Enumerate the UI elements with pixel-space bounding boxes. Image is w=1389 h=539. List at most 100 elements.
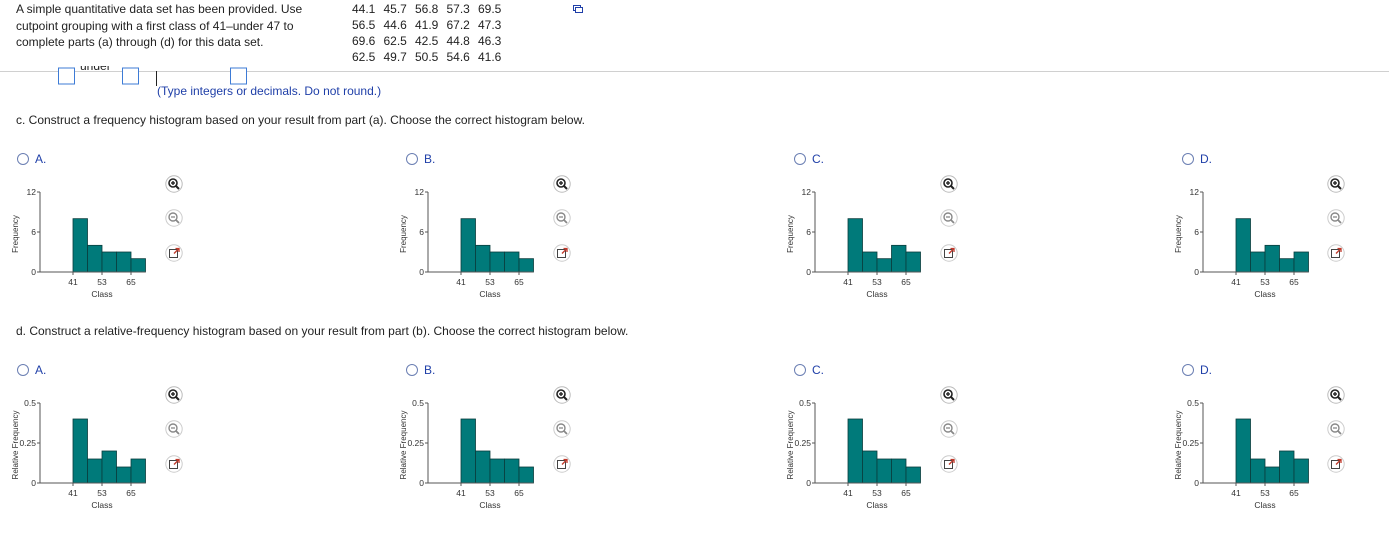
zoom-out-icon[interactable] [940, 209, 958, 227]
x-tick-label: 65 [514, 277, 524, 287]
x-tick-label: 65 [901, 277, 911, 287]
radio-button[interactable] [406, 364, 418, 376]
data-cell: 41.6 [478, 50, 502, 64]
histogram-bar [460, 218, 476, 273]
option-label: A. [35, 363, 47, 377]
histogram-bar [1293, 251, 1309, 273]
open-new-window-icon[interactable] [553, 455, 571, 473]
data-cell: 41.9 [415, 18, 439, 32]
histogram-bar [1250, 458, 1266, 484]
zoom-out-icon[interactable] [165, 209, 183, 227]
zoom-in-icon[interactable] [1327, 175, 1345, 193]
option-c-B[interactable]: B. [406, 152, 435, 166]
option-d-C[interactable]: C. [794, 363, 824, 377]
open-new-window-icon[interactable] [165, 455, 183, 473]
answer-boxes [58, 67, 247, 86]
data-cell: 46.3 [478, 34, 502, 48]
problem-line: cutpoint grouping with a first class of … [16, 18, 294, 33]
y-tick-label: 0.25 [19, 438, 36, 448]
histogram-bar [891, 458, 907, 484]
radio-button[interactable] [1182, 364, 1194, 376]
zoom-out-icon[interactable] [553, 209, 571, 227]
y-tick-label: 0 [31, 478, 36, 488]
y-tick-label: 0 [1194, 267, 1199, 277]
zoom-out-icon[interactable] [165, 420, 183, 438]
histogram-bar [116, 251, 132, 273]
radio-button[interactable] [794, 153, 806, 165]
y-tick-label: 12 [802, 187, 812, 197]
option-d-A[interactable]: A. [17, 363, 46, 377]
partial-answer-row: under [58, 66, 258, 86]
zoom-out-icon[interactable] [940, 420, 958, 438]
option-label: B. [424, 152, 436, 166]
x-tick-label: 41 [843, 277, 853, 287]
open-new-window-icon[interactable] [165, 244, 183, 262]
zoom-in-icon[interactable] [165, 175, 183, 193]
histogram-bar [72, 418, 88, 484]
zoom-in-icon[interactable] [165, 386, 183, 404]
zoom-in-icon[interactable] [1327, 386, 1345, 404]
x-tick-label: 53 [872, 277, 882, 287]
part-c-question: c. Construct a frequency histogram based… [16, 113, 585, 127]
answer-box[interactable] [230, 67, 247, 85]
x-axis-label: Class [866, 289, 887, 299]
x-axis-label: Class [866, 500, 887, 510]
data-cell: 44.6 [383, 18, 407, 32]
copy-icon[interactable] [573, 5, 583, 13]
y-tick-label: 0 [1194, 478, 1199, 488]
radio-button[interactable] [794, 364, 806, 376]
data-cell: 69.5 [478, 2, 502, 16]
open-new-window-icon[interactable] [1327, 455, 1345, 473]
y-axis-label: Frequency [11, 215, 20, 253]
radio-button[interactable] [17, 364, 29, 376]
radio-button[interactable] [1182, 153, 1194, 165]
histogram-bar [87, 244, 103, 273]
x-tick-label: 41 [456, 488, 466, 498]
histogram-bar [130, 458, 146, 484]
option-c-D[interactable]: D. [1182, 152, 1212, 166]
x-axis-label: Class [1254, 289, 1275, 299]
data-cell: 67.2 [446, 18, 470, 32]
x-tick-label: 41 [843, 488, 853, 498]
option-c-A[interactable]: A. [17, 152, 46, 166]
open-new-window-icon[interactable] [553, 244, 571, 262]
radio-button[interactable] [17, 153, 29, 165]
zoom-out-icon[interactable] [1327, 420, 1345, 438]
zoom-out-icon[interactable] [1327, 209, 1345, 227]
y-axis-label: Frequency [399, 215, 408, 253]
data-table: 44.1 45.7 56.8 57.3 69.5 56.5 44.6 41.9 … [352, 1, 510, 65]
histogram-bar [130, 258, 146, 273]
divider [0, 71, 1389, 72]
histogram-bar [475, 244, 491, 273]
y-axis-label: Frequency [786, 215, 795, 253]
radio-button[interactable] [406, 153, 418, 165]
open-new-window-icon[interactable] [940, 455, 958, 473]
y-tick-label: 0.5 [412, 398, 424, 408]
y-axis-label: Relative Frequency [11, 411, 20, 480]
under-label: under [80, 66, 111, 73]
option-c-C[interactable]: C. [794, 152, 824, 166]
histogram-bar [847, 218, 863, 273]
y-tick-label: 6 [1194, 227, 1199, 237]
answer-box[interactable] [58, 67, 75, 85]
problem-statement: A simple quantitative data set has been … [16, 1, 336, 51]
option-d-B[interactable]: B. [406, 363, 435, 377]
zoom-in-icon[interactable] [940, 175, 958, 193]
y-tick-label: 0 [806, 478, 811, 488]
open-new-window-icon[interactable] [940, 244, 958, 262]
zoom-out-icon[interactable] [553, 420, 571, 438]
y-tick-label: 0.25 [1182, 438, 1199, 448]
histogram-bar [72, 218, 88, 273]
zoom-in-icon[interactable] [553, 175, 571, 193]
open-new-window-icon[interactable] [1327, 244, 1345, 262]
x-axis-label: Class [91, 289, 112, 299]
histogram-bar [1293, 458, 1309, 484]
option-d-D[interactable]: D. [1182, 363, 1212, 377]
zoom-in-icon[interactable] [553, 386, 571, 404]
y-axis-label: Relative Frequency [399, 411, 408, 480]
zoom-in-icon[interactable] [940, 386, 958, 404]
x-tick-label: 53 [872, 488, 882, 498]
y-tick-label: 0.5 [799, 398, 811, 408]
answer-box[interactable] [122, 67, 139, 85]
histogram-bar [475, 450, 491, 484]
